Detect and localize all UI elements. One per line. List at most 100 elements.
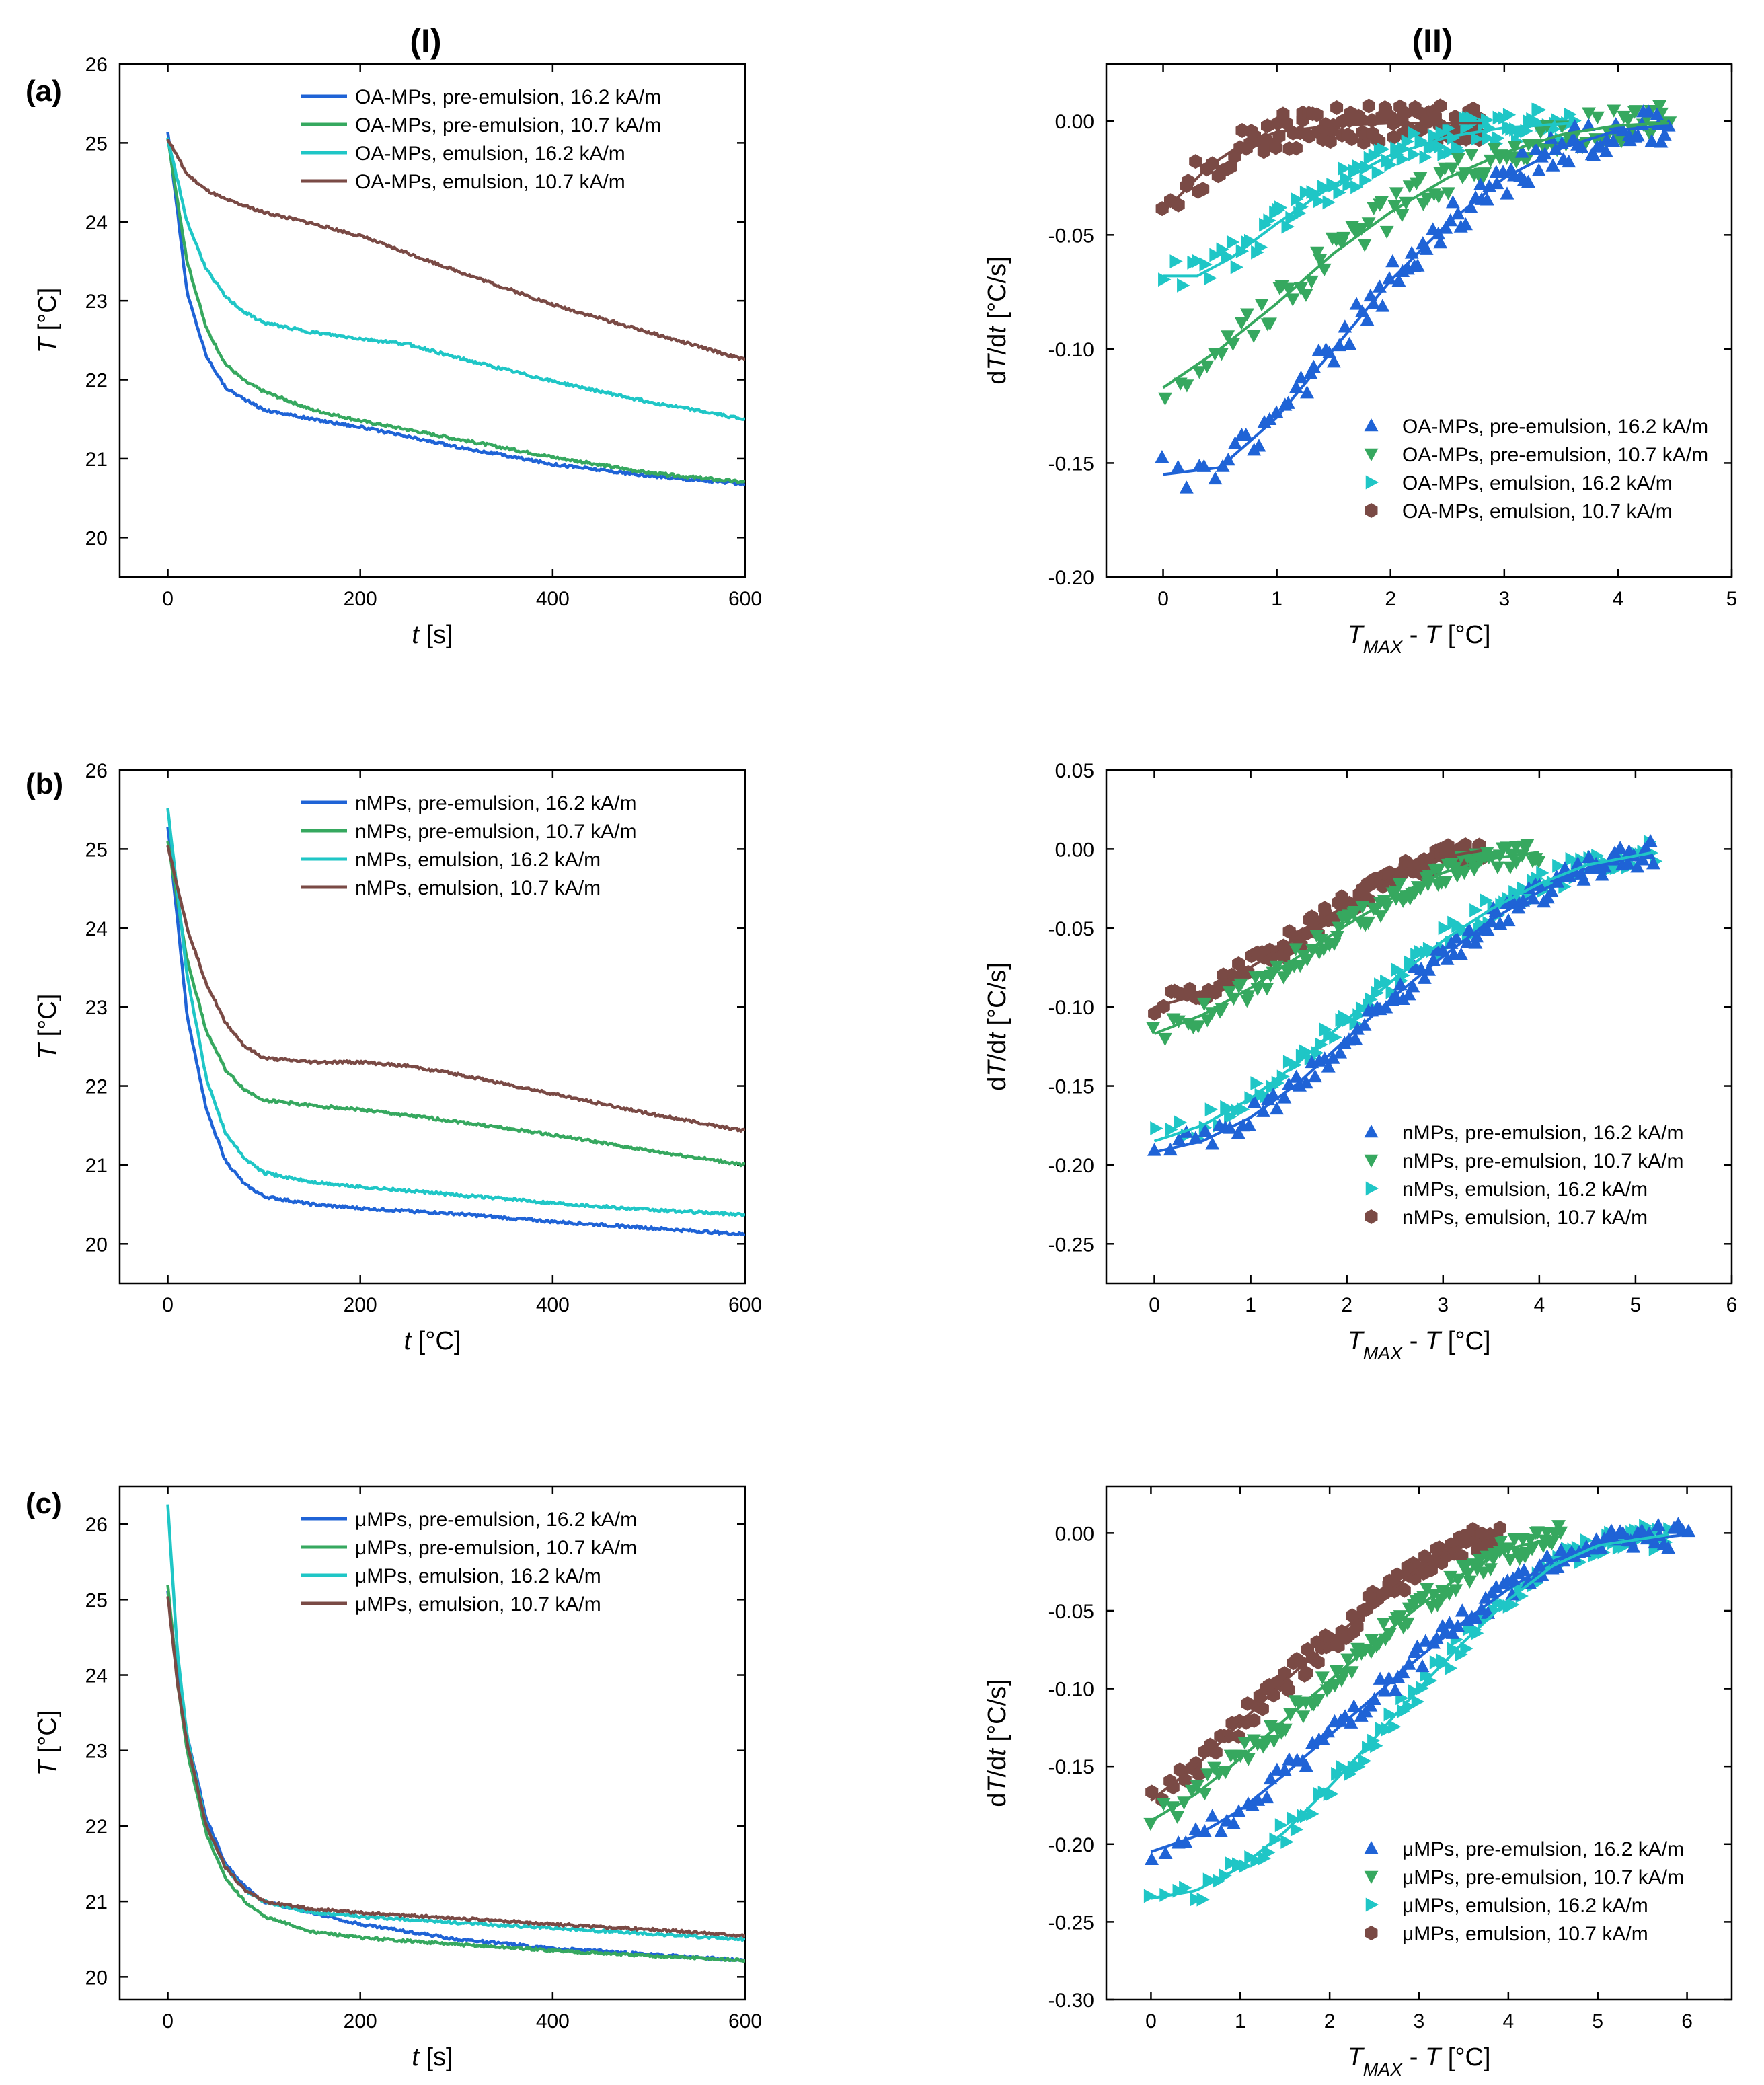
data-point: [1274, 200, 1288, 215]
data-point: [1384, 157, 1397, 172]
data-point: [1170, 1811, 1185, 1824]
data-point: [1419, 241, 1434, 255]
data-point: [1544, 1538, 1559, 1551]
data-point: [1467, 101, 1480, 116]
data-point: [1224, 1109, 1237, 1124]
data-point: [1221, 330, 1235, 344]
legend-swatch: [1364, 1154, 1379, 1168]
data-point: [1189, 154, 1202, 169]
data-point: [1282, 1682, 1295, 1698]
data-point: [1155, 450, 1169, 463]
legend-entry: OA-MPs, emulsion, 10.7 kA/m: [355, 171, 625, 193]
data-point: [1491, 130, 1505, 145]
legend-swatch: [1365, 1926, 1378, 1940]
data-point: [1310, 246, 1325, 260]
x-tick-label: 4: [1503, 2010, 1514, 2033]
data-point: [1414, 133, 1428, 148]
data-point: [1361, 217, 1376, 231]
y-tick-label: 26: [85, 760, 108, 782]
data-point: [1484, 1563, 1498, 1577]
data-point: [1225, 1856, 1238, 1871]
data-point: [1447, 130, 1460, 145]
data-point: [1634, 1523, 1649, 1537]
data-point: [1256, 1104, 1270, 1117]
data-point: [1361, 916, 1375, 930]
data-point: [1226, 235, 1240, 250]
data-point: [1299, 1044, 1312, 1059]
data-point: [1416, 1681, 1429, 1696]
data-point: [1221, 249, 1234, 264]
data-point: [1493, 916, 1508, 930]
data-point: [1517, 1563, 1531, 1577]
data-point: [1345, 131, 1358, 147]
data-point: [1172, 1132, 1186, 1146]
y-tick-label: 21: [85, 1891, 108, 1913]
data-point: [1188, 1822, 1203, 1835]
series-line-2: [166, 841, 745, 1168]
plot-area: [166, 808, 745, 1237]
column-label-I: (I): [410, 22, 441, 60]
data-point: [1171, 459, 1186, 473]
legend-entry: OA-MPs, pre-emulsion, 10.7 kA/m: [1402, 444, 1708, 466]
data-point: [1328, 1679, 1342, 1693]
data-point: [1373, 910, 1388, 923]
data-point: [1355, 304, 1369, 317]
x-tick-label: 600: [728, 588, 762, 610]
data-point: [1379, 1000, 1393, 1014]
data-point: [1354, 223, 1369, 236]
plot-frame: [1105, 63, 1733, 578]
data-point: [1454, 947, 1469, 960]
data-point: [1400, 1617, 1415, 1631]
data-point: [1158, 392, 1172, 406]
data-point: [1158, 1846, 1173, 1859]
data-point: [1398, 106, 1412, 120]
fit-line-1: [1150, 1533, 1687, 1854]
data-point: [1266, 1735, 1281, 1749]
data-point: [1278, 1723, 1293, 1737]
data-point: [1481, 923, 1495, 936]
data-point: [1408, 147, 1421, 162]
data-point: [1529, 142, 1543, 155]
legend-entry: μMPs, pre-emulsion, 16.2 kA/m: [355, 1509, 637, 1531]
data-point: [1415, 1659, 1430, 1673]
data-point: [1459, 217, 1473, 231]
data-point: [1581, 118, 1596, 131]
data-point: [1626, 1540, 1641, 1553]
data-point: [1377, 1683, 1392, 1697]
legend-swatch: [1365, 1181, 1379, 1196]
legend-entry: μMPs, emulsion, 10.7 kA/m: [355, 1593, 601, 1616]
data-point: [1388, 1719, 1402, 1734]
y-tick-label: -0.20: [1048, 1834, 1094, 1856]
x-tick-label: 6: [1681, 2010, 1693, 2033]
data-point: [1464, 149, 1479, 162]
legend-entry: nMPs, pre-emulsion, 10.7 kA/m: [355, 821, 637, 843]
legend: OA-MPs, pre-emulsion, 16.2 kA/m OA-MPs, p…: [301, 86, 661, 193]
data-point: [1462, 922, 1476, 936]
data-point: [1299, 1758, 1313, 1772]
data-point: [1445, 162, 1459, 176]
data-point: [1467, 863, 1482, 877]
data-point: [1382, 271, 1397, 285]
fit-line-1: [1163, 124, 1670, 476]
data-point: [1471, 1626, 1484, 1640]
data-point: [1269, 960, 1284, 974]
y-tick-label: 23: [85, 997, 108, 1019]
column-label-II: (II): [1412, 22, 1453, 60]
x-tick-label: 0: [162, 1294, 174, 1316]
data-point: [1473, 1554, 1487, 1568]
y-tick-label: 25: [85, 839, 108, 861]
data-point: [1586, 148, 1601, 161]
data-point: [1438, 876, 1453, 889]
data-point: [1165, 1122, 1178, 1137]
data-point: [1355, 1001, 1369, 1016]
data-point: [1631, 128, 1645, 142]
data-point: [1461, 1567, 1475, 1581]
data-point: [1621, 856, 1635, 870]
x-tick-label: 400: [536, 2010, 570, 2033]
series-line-2: [166, 139, 745, 484]
x-tick-label: 0: [162, 588, 174, 610]
legend-entry: OA-MPs, pre-emulsion, 16.2 kA/m: [355, 86, 661, 108]
y-tick-label: -0.25: [1048, 1911, 1094, 1934]
data-point: [1654, 135, 1669, 148]
series-line-4: [166, 845, 745, 1133]
